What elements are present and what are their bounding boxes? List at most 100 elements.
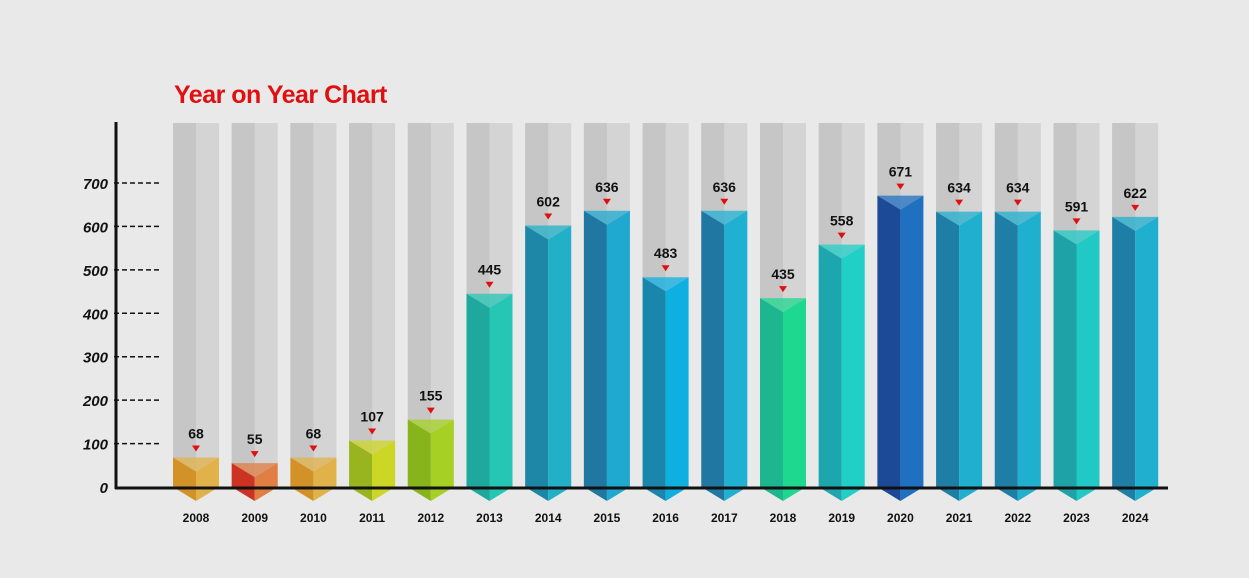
background-column-shade	[173, 123, 196, 487]
x-tick-label: 2023	[1063, 511, 1090, 525]
bar-left-face	[407, 419, 431, 501]
value-marker-icon	[192, 445, 200, 452]
bar-left-face	[994, 211, 1018, 502]
value-marker-icon	[602, 198, 611, 205]
bar-left-face	[525, 225, 549, 501]
x-tick-label: 2019	[828, 511, 855, 525]
bar-left-face	[1112, 216, 1136, 502]
bar-right-face	[254, 463, 278, 501]
bar-left-face	[877, 195, 901, 501]
bar-left-face	[760, 298, 783, 501]
y-tick-label: 600	[83, 219, 109, 236]
bar-top-face	[173, 457, 219, 472]
bar-left-face	[290, 457, 314, 501]
bar-right-face	[606, 210, 630, 501]
value-marker-icon	[1013, 199, 1022, 206]
data-label: 155	[419, 388, 443, 404]
x-tick-label: 2010	[300, 511, 327, 525]
value-marker-icon	[485, 281, 494, 288]
value-marker-icon	[1131, 204, 1140, 211]
data-label: 55	[247, 431, 263, 447]
bar-top-face	[1053, 230, 1100, 245]
value-marker-icon	[720, 198, 729, 205]
y-tick-label: 300	[83, 350, 109, 367]
bar-right-face	[489, 293, 513, 501]
data-label: 622	[1124, 185, 1148, 201]
x-tick-label: 2011	[359, 511, 385, 525]
bar-top-face	[407, 419, 454, 434]
y-tick-label: 200	[82, 393, 109, 410]
value-marker-icon	[661, 265, 670, 272]
bar-right-face	[313, 457, 337, 501]
bar-right-face	[1135, 216, 1159, 502]
bar-left-face	[349, 440, 373, 501]
x-tick-label: 2017	[711, 511, 738, 525]
bar-left-face	[583, 210, 607, 501]
bar-left-face	[936, 211, 960, 502]
y-tick-label: 700	[83, 176, 109, 193]
x-tick-label: 2018	[770, 511, 797, 525]
x-tick-label: 2014	[535, 511, 562, 525]
bar-right-face	[1076, 230, 1100, 501]
bar-right-face	[196, 457, 219, 501]
x-tick-label: 2013	[476, 511, 503, 525]
bar-top-face	[701, 210, 748, 225]
data-label: 107	[360, 409, 384, 425]
bar-right-face	[900, 195, 924, 501]
x-tick-label: 2021	[946, 511, 973, 525]
x-tick-label: 2008	[183, 511, 210, 525]
data-label: 634	[1006, 180, 1030, 196]
value-marker-icon	[896, 183, 905, 190]
x-tick-label: 2024	[1122, 511, 1149, 525]
x-tick-label: 2015	[594, 511, 621, 525]
value-marker-icon	[837, 232, 846, 239]
bar-top-face	[818, 244, 865, 259]
y-tick-label: 400	[82, 306, 109, 323]
bar-left-face	[701, 210, 725, 501]
bar-top-face	[290, 457, 337, 472]
background-column-shade	[231, 123, 255, 487]
bar-top-face	[877, 195, 924, 210]
bar-right-face	[548, 225, 572, 501]
value-marker-icon	[426, 407, 435, 414]
background-column-shade	[407, 123, 431, 487]
bar-right-face	[1017, 211, 1041, 502]
data-label: 636	[595, 179, 619, 195]
data-label: 602	[537, 194, 561, 210]
bar-right-face	[665, 277, 689, 501]
bar-right-face	[783, 298, 806, 501]
value-marker-icon	[544, 213, 553, 220]
bar-top-face	[936, 211, 983, 226]
bar-top-face	[349, 440, 396, 455]
bar-right-face	[724, 210, 748, 501]
x-tick-label: 2009	[241, 511, 268, 525]
value-marker-icon	[955, 199, 964, 206]
bar-left-face	[1053, 230, 1077, 501]
bar-right-face	[959, 211, 983, 502]
x-tick-label: 2020	[887, 511, 914, 525]
data-label: 558	[830, 213, 854, 229]
value-marker-icon	[250, 451, 259, 458]
data-label: 435	[771, 266, 795, 282]
bar-left-face	[173, 457, 196, 501]
value-marker-icon	[1072, 218, 1081, 225]
value-marker-icon	[368, 428, 377, 435]
bar-right-face	[841, 244, 865, 501]
bar-right-face	[430, 419, 454, 501]
bar-top-face	[231, 463, 278, 478]
data-label: 591	[1065, 198, 1089, 214]
bar-right-face	[372, 440, 396, 501]
bar-left-face	[466, 293, 490, 501]
bar-left-face	[818, 244, 842, 501]
bar-top-face	[525, 225, 572, 240]
data-label: 68	[306, 425, 322, 441]
data-label: 483	[654, 245, 678, 261]
background-column-shade	[290, 123, 314, 487]
bar-top-face	[760, 298, 806, 313]
data-label: 634	[947, 180, 971, 196]
y-tick-label: 500	[83, 263, 109, 280]
background-column-shade	[349, 123, 373, 487]
chart-title: Year on Year Chart	[174, 81, 387, 109]
